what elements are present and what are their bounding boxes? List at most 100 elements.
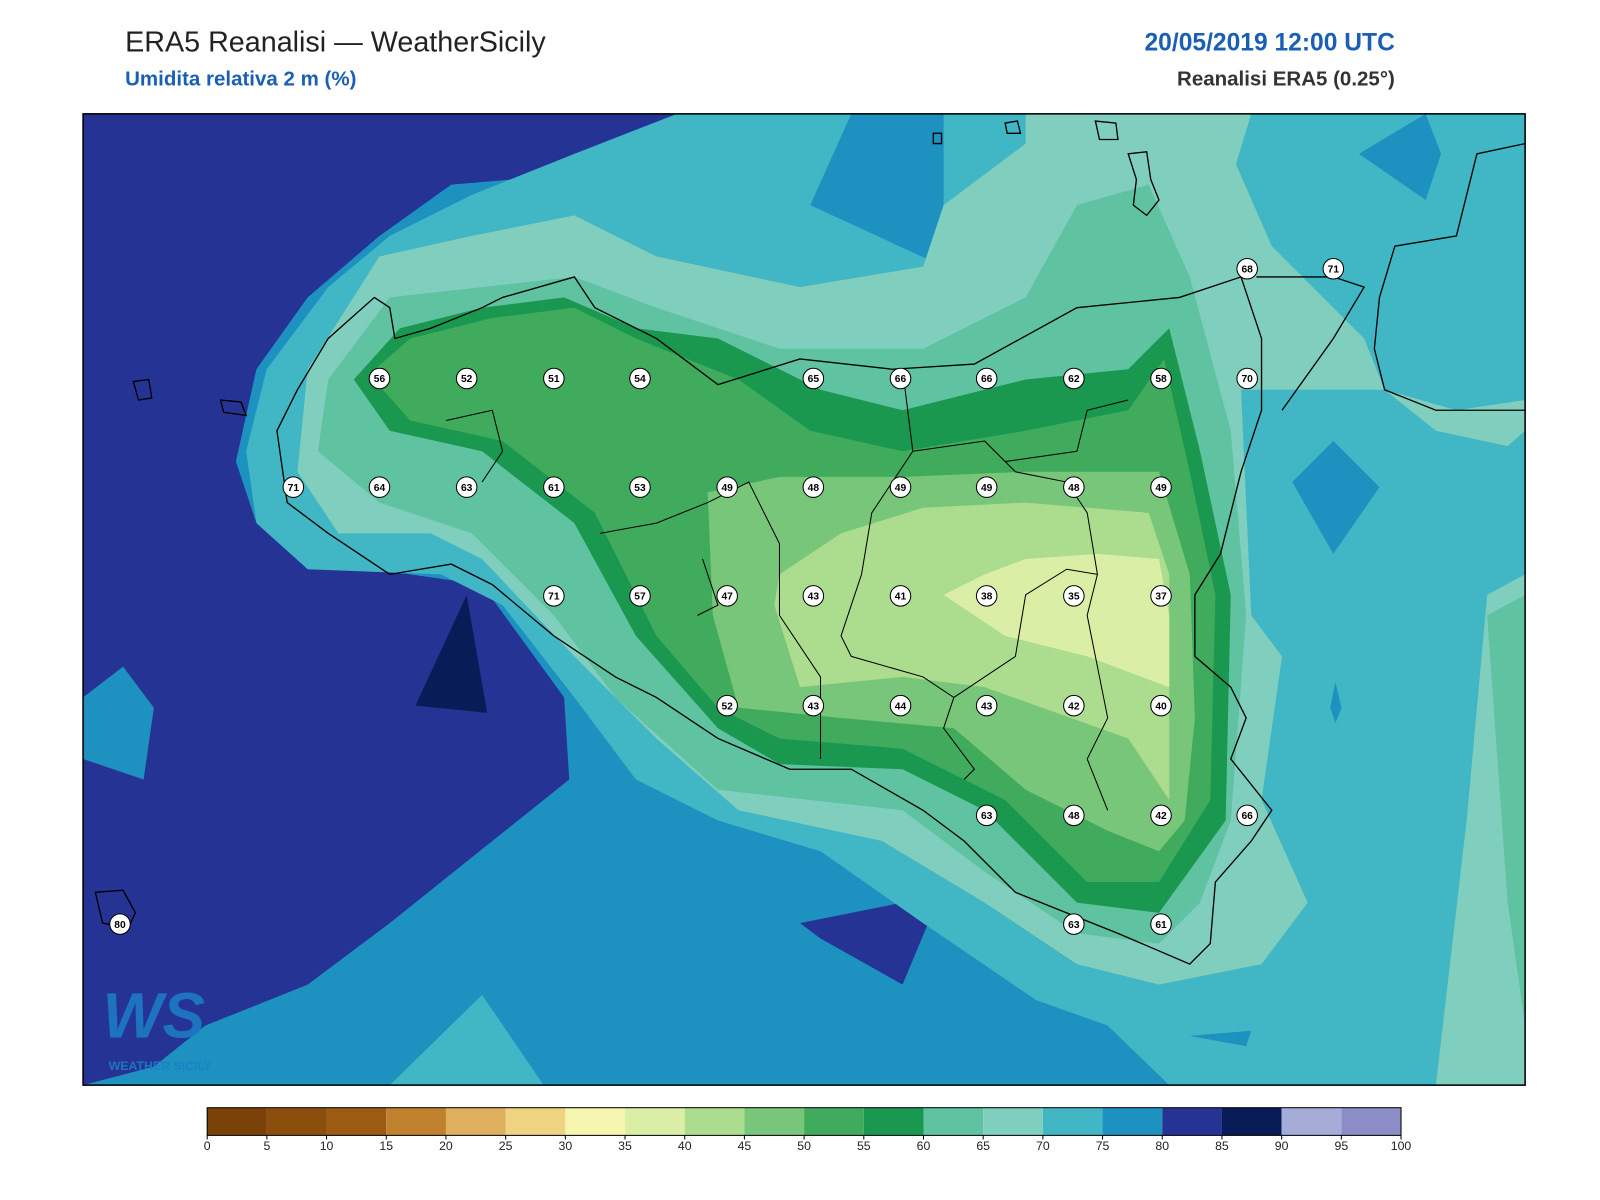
station-value: 70 <box>1241 374 1253 385</box>
station-value: 38 <box>981 592 993 603</box>
station-marker <box>1150 694 1172 717</box>
station-marker <box>1236 804 1258 827</box>
station-value: 43 <box>808 701 820 712</box>
colorbar: 0 5 10 15 20 25 30 35 40 45 50 55 60 65 70 75 80 85 90 95 10… <box>204 1107 1411 1153</box>
station-value: 64 <box>374 483 386 494</box>
station-value: 66 <box>981 374 993 385</box>
colorbar-segment <box>804 1107 864 1136</box>
contour-band <box>1189 1030 1252 1047</box>
station-value: 52 <box>461 374 473 385</box>
colorbar-tick-label: 0 <box>204 1139 211 1153</box>
colorbar-tick-label: 75 <box>1096 1139 1110 1153</box>
colorbar-tick-label: 65 <box>976 1139 990 1153</box>
station-value: 48 <box>808 483 820 494</box>
station-marker <box>716 476 738 498</box>
station-value: 71 <box>548 592 560 603</box>
contour-band <box>389 994 544 1086</box>
colorbar-tick-label: 85 <box>1215 1139 1229 1153</box>
station-value: 47 <box>721 592 733 603</box>
station-value: 71 <box>1328 264 1340 275</box>
station-value: 51 <box>548 374 560 385</box>
station-value: 62 <box>1068 374 1080 385</box>
station-marker <box>1063 367 1085 390</box>
station-marker <box>802 694 825 717</box>
colorbar-segment <box>207 1107 267 1136</box>
colorbar-segment <box>983 1107 1043 1136</box>
station-marker <box>802 476 825 498</box>
station-marker <box>975 694 998 717</box>
station-marker <box>109 913 131 935</box>
contour-band <box>1292 441 1380 554</box>
station-value: 71 <box>288 483 300 494</box>
station-value: 66 <box>895 374 907 385</box>
colorbar-tick-label: 40 <box>678 1139 692 1153</box>
colorbar-segment <box>1162 1107 1222 1136</box>
station-marker <box>543 367 565 390</box>
subtitle: Umidita relativa 2 m (%) <box>125 67 356 90</box>
station-marker <box>975 476 998 498</box>
station-marker <box>975 585 998 607</box>
station-value: 43 <box>808 592 820 603</box>
colorbar-tick-label: 50 <box>797 1139 811 1153</box>
station-marker <box>455 476 478 498</box>
station-value: 63 <box>461 483 473 494</box>
colorbar-tick-label: 35 <box>618 1139 632 1153</box>
station-marker <box>368 476 391 498</box>
colorbar-tick-label: 60 <box>917 1139 931 1153</box>
station-value: 61 <box>548 483 560 494</box>
logo: WS WEATHER SICILY <box>103 980 212 1073</box>
map-frame <box>82 113 1526 1086</box>
colorbar-segment <box>923 1107 984 1136</box>
station-value: 54 <box>634 374 646 385</box>
colorbar-tick-label: 30 <box>558 1139 572 1153</box>
colorbar-segment <box>1042 1107 1103 1136</box>
colorbar-segment <box>1281 1107 1342 1136</box>
station-value: 49 <box>981 483 993 494</box>
station-value: 58 <box>1155 374 1167 385</box>
station-value: 49 <box>1155 483 1167 494</box>
station-marker <box>543 476 565 498</box>
colorbar-segment <box>565 1107 626 1136</box>
station-marker <box>1322 257 1345 280</box>
station-marker <box>802 585 825 607</box>
station-value: 66 <box>1241 811 1253 822</box>
station-marker <box>1150 476 1172 498</box>
colorbar-tick-label: 5 <box>263 1139 270 1153</box>
colorbar-segment <box>744 1107 805 1136</box>
station-value: 53 <box>634 483 646 494</box>
station-marker <box>889 585 912 607</box>
station-marker <box>629 367 651 390</box>
station-value: 48 <box>1068 811 1080 822</box>
colorbar-segment <box>625 1107 685 1136</box>
station-value: 61 <box>1155 920 1167 931</box>
colorbar-segment <box>684 1107 745 1136</box>
station-marker <box>889 476 912 498</box>
station-value: 42 <box>1068 701 1080 712</box>
station-value: 40 <box>1155 701 1167 712</box>
station-marker <box>629 476 651 498</box>
datetime: 20/05/2019 12:00 UTC <box>1144 30 1395 57</box>
station-value: 52 <box>721 701 733 712</box>
station-value: 57 <box>634 592 646 603</box>
contour-band <box>1487 594 1526 1026</box>
colorbar-tick-label: 80 <box>1155 1139 1169 1153</box>
colorbar-tick-label: 10 <box>320 1139 334 1153</box>
station-marker <box>716 694 738 717</box>
contour-band <box>83 666 154 780</box>
station-value: 49 <box>721 483 733 494</box>
station-value: 56 <box>374 374 386 385</box>
sicily-coast <box>276 276 1273 965</box>
colorbar-tick-label: 25 <box>499 1139 513 1153</box>
colorbar-tick-label: 20 <box>439 1139 453 1153</box>
station-value: 48 <box>1068 483 1080 494</box>
colorbar-segment <box>863 1107 924 1136</box>
station-marker <box>716 585 738 607</box>
station-value: 35 <box>1068 592 1080 603</box>
colorbar-segment <box>445 1107 506 1136</box>
contour-band <box>1358 113 1442 200</box>
station-value: 44 <box>895 701 907 712</box>
contour-band <box>800 902 929 985</box>
station-marker <box>889 367 912 390</box>
